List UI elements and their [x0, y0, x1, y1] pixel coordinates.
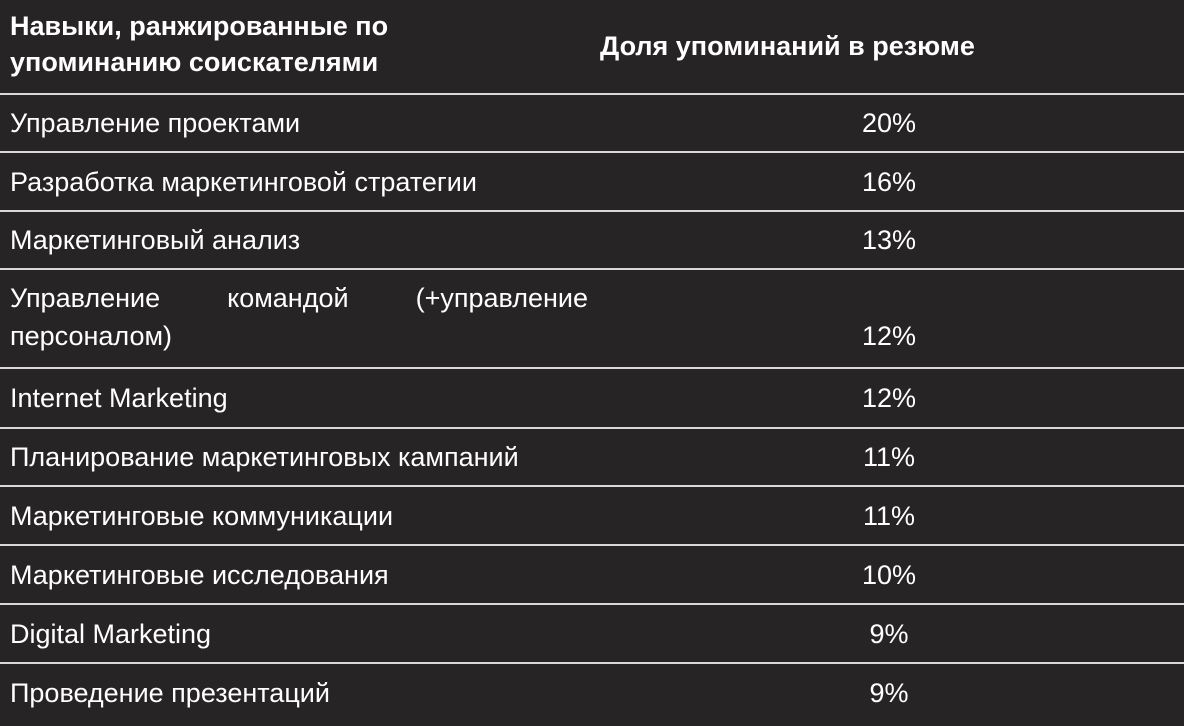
header-share: Доля упоминаний в резюме: [600, 31, 975, 61]
share-cell: 11%: [862, 501, 916, 531]
share-cell: 12%: [861, 383, 917, 413]
header-skill: Навыки, ранжированные по упоминанию соис…: [10, 11, 389, 77]
share-cell: 9%: [869, 678, 909, 708]
table-body: Управление проектами 20% Разработка маркет…: [0, 95, 1184, 723]
skill-cell: Маркетинговые коммуникации: [10, 501, 394, 531]
table-row: Internet Marketing 12%: [0, 369, 1184, 429]
skill-cell: Маркетинговые исследования: [10, 560, 389, 590]
share-cell: 10%: [861, 560, 917, 590]
table-row: Digital Marketing 9%: [0, 605, 1184, 664]
table-row: Управление командой (+управление персона…: [0, 270, 1184, 369]
table-row: Управление проектами 20%: [0, 95, 1184, 153]
skill-cell: Планирование маркетинговых кампаний: [10, 442, 519, 472]
share-cell: 16%: [861, 167, 917, 197]
skill-cell: Проведение презентаций: [10, 678, 330, 708]
table-row: Маркетинговые коммуникации 11%: [0, 487, 1184, 546]
share-cell: 20%: [861, 108, 917, 138]
table-row: Разработка маркетинговой стратегии 16%: [0, 153, 1184, 212]
skill-cell: Digital Marketing: [10, 619, 212, 649]
table-row: Планирование маркетинговых кампаний 11%: [0, 429, 1184, 487]
share-cell: 9%: [869, 619, 909, 649]
table-row: Маркетинговый анализ 13%: [0, 212, 1184, 270]
share-cell: 13%: [861, 225, 917, 255]
table-row: Проведение презентаций 9%: [0, 664, 1184, 723]
skill-cell: Управление командой (+управление персона…: [10, 283, 588, 351]
share-cell: 12%: [861, 321, 917, 351]
skill-cell: Маркетинговый анализ: [10, 225, 301, 255]
table-row: Маркетинговые исследования 10%: [0, 546, 1184, 605]
skill-cell: Управление проектами: [10, 108, 301, 138]
skill-cell: Разработка маркетинговой стратегии: [10, 167, 477, 197]
skill-cell: Internet Marketing: [10, 383, 228, 413]
share-cell: 11%: [862, 442, 916, 472]
table-header: Навыки, ранжированные по упоминанию соис…: [0, 0, 1184, 95]
